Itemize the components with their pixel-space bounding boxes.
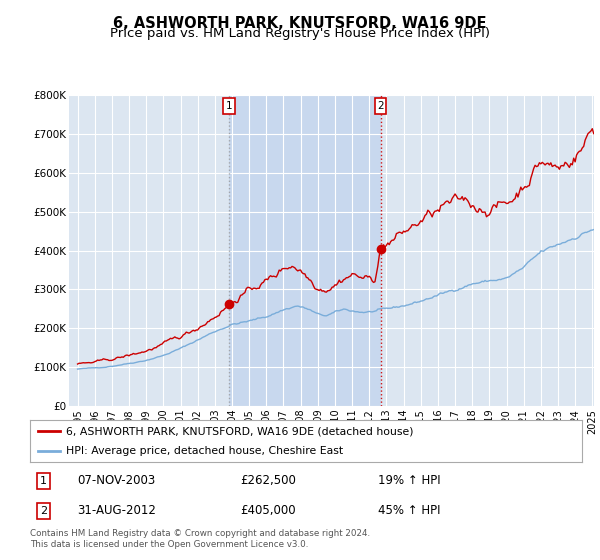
Text: £262,500: £262,500 bbox=[240, 474, 296, 487]
Text: 1: 1 bbox=[226, 101, 233, 111]
Text: Price paid vs. HM Land Registry's House Price Index (HPI): Price paid vs. HM Land Registry's House … bbox=[110, 27, 490, 40]
Text: 6, ASHWORTH PARK, KNUTSFORD, WA16 9DE (detached house): 6, ASHWORTH PARK, KNUTSFORD, WA16 9DE (d… bbox=[66, 426, 413, 436]
Text: 19% ↑ HPI: 19% ↑ HPI bbox=[378, 474, 440, 487]
Text: 45% ↑ HPI: 45% ↑ HPI bbox=[378, 504, 440, 517]
Text: 6, ASHWORTH PARK, KNUTSFORD, WA16 9DE: 6, ASHWORTH PARK, KNUTSFORD, WA16 9DE bbox=[113, 16, 487, 31]
Bar bbox=[229, 95, 380, 406]
Text: 2: 2 bbox=[377, 101, 384, 111]
Text: HPI: Average price, detached house, Cheshire East: HPI: Average price, detached house, Ches… bbox=[66, 446, 343, 456]
Text: 2: 2 bbox=[40, 506, 47, 516]
Text: Contains HM Land Registry data © Crown copyright and database right 2024.
This d: Contains HM Land Registry data © Crown c… bbox=[30, 529, 370, 549]
Text: 1: 1 bbox=[40, 475, 47, 486]
Text: 07-NOV-2003: 07-NOV-2003 bbox=[77, 474, 155, 487]
Text: 31-AUG-2012: 31-AUG-2012 bbox=[77, 504, 156, 517]
Text: £405,000: £405,000 bbox=[240, 504, 295, 517]
